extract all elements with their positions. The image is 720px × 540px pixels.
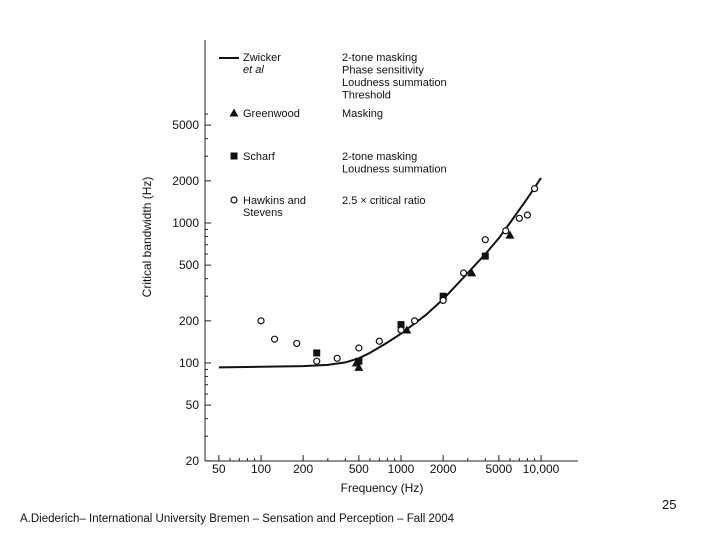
- legend-series-name: et al: [243, 64, 264, 76]
- circle-point: [293, 339, 301, 348]
- x-axis-label: Frequency (Hz): [341, 481, 424, 495]
- square-point: [313, 349, 321, 357]
- x-tick-label: 10,000: [523, 462, 560, 476]
- circle-point: [481, 236, 489, 244]
- y-tick-label: 50: [186, 398, 200, 412]
- circle-point: [355, 344, 363, 352]
- legend-method: Loudness summation: [342, 77, 447, 89]
- circle-point: [439, 296, 447, 304]
- x-tick-label: 500: [349, 462, 369, 476]
- triangle-point: [354, 362, 364, 371]
- legend-series-name: Stevens: [243, 207, 283, 219]
- zwicker-curve-layer: [218, 177, 542, 369]
- circle-point: [397, 326, 405, 334]
- circle-point: [375, 337, 383, 345]
- x-tick-label: 50: [212, 462, 226, 476]
- x-tick-label: 5000: [486, 462, 513, 476]
- y-axis-label: Critical bandwidth (Hz): [140, 177, 154, 298]
- circle-point: [333, 354, 341, 362]
- legend-circle-symbol: [230, 196, 238, 204]
- circle-point: [257, 317, 265, 325]
- square-point: [397, 321, 405, 329]
- circle-point: [515, 214, 523, 222]
- y-tick-label: 5000: [172, 118, 199, 132]
- data-points-layer: [257, 185, 539, 371]
- legend-square-symbol: [230, 152, 238, 160]
- page-number: 25: [662, 497, 677, 512]
- circle-point: [523, 211, 532, 219]
- y-tick-label: 200: [179, 314, 199, 328]
- y-tick-label: 100: [179, 356, 199, 370]
- y-tick-label: 500: [179, 258, 199, 272]
- x-tick-label: 100: [251, 462, 271, 476]
- y-tick-label: 2000: [172, 174, 199, 188]
- square-point: [439, 292, 447, 300]
- legend-method: Phase sensitivity: [342, 65, 424, 77]
- legend-method: Threshold: [342, 90, 391, 102]
- circle-point: [460, 269, 468, 277]
- x-tick-label: 200: [293, 462, 313, 476]
- legend-method: Loudness summation: [342, 164, 447, 176]
- circle-point: [313, 357, 321, 365]
- circle-point: [410, 317, 419, 325]
- triangle-point: [402, 325, 412, 334]
- legend-method: 2-tone masking: [342, 52, 417, 64]
- legend-method: Masking: [342, 108, 383, 120]
- legend-triangle-symbol: [229, 108, 239, 117]
- circle-point: [270, 335, 279, 343]
- y-tick-label: 1000: [172, 216, 199, 230]
- square-point: [481, 252, 489, 260]
- square-point: [355, 357, 363, 365]
- zwicker-curve: [218, 177, 542, 369]
- x-tick-label: 1000: [388, 462, 415, 476]
- circle-point: [530, 185, 539, 193]
- legend-series-name: Hawkins and: [243, 195, 306, 207]
- circle-point: [502, 227, 510, 235]
- x-tick-label: 2000: [430, 462, 457, 476]
- legend-method: 2-tone masking: [342, 151, 417, 163]
- triangle-point: [505, 230, 515, 239]
- legend-series-name: Greenwood: [243, 108, 300, 120]
- y-tick-label: 20: [186, 454, 200, 468]
- footer-text: A.Diederich– International University Br…: [20, 513, 455, 525]
- triangle-point: [467, 268, 477, 277]
- legend-method: 2.5 × critical ratio: [342, 195, 425, 207]
- legend-series-name: Zwicker: [243, 52, 281, 64]
- axes: 20 50 100 200 500 1000 2000 5000 50 100 200 500 1000…: [140, 40, 578, 495]
- legend-series-name: Scharf: [243, 151, 276, 163]
